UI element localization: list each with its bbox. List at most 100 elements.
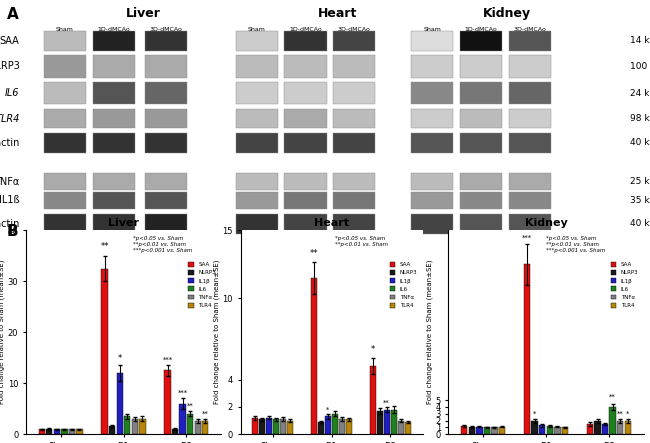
Bar — [285, 31, 326, 51]
Legend: SAA, NLRP3, IL1β, IL6, TNFα, TLR4: SAA, NLRP3, IL1β, IL6, TNFα, TLR4 — [387, 260, 420, 310]
Text: **: ** — [609, 394, 616, 400]
Bar — [252, 418, 258, 434]
Bar — [411, 173, 454, 190]
Bar — [236, 214, 278, 234]
Bar — [44, 31, 86, 51]
Bar — [460, 214, 502, 234]
Bar — [508, 133, 551, 153]
Bar — [346, 419, 352, 434]
Bar — [508, 191, 551, 210]
Text: *: * — [118, 354, 122, 363]
Bar — [285, 191, 326, 210]
Bar — [92, 214, 135, 234]
Bar — [617, 420, 623, 434]
Text: IL1ß: IL1ß — [0, 195, 20, 206]
Bar — [236, 82, 278, 104]
Text: *: * — [626, 411, 629, 417]
Text: 35 kDa: 35 kDa — [630, 196, 650, 205]
Bar — [92, 82, 135, 104]
Bar — [92, 55, 135, 78]
Bar — [44, 214, 86, 234]
Text: *p<0.05 vs. Sham
**p<0.01 vs. Sham
***p<0.001 vs. Sham: *p<0.05 vs. Sham **p<0.01 vs. Sham ***p<… — [133, 237, 192, 253]
Text: 1D-dMCAo: 1D-dMCAo — [289, 27, 322, 31]
Bar — [332, 414, 338, 434]
Bar — [285, 214, 326, 234]
Bar — [236, 191, 278, 210]
Bar — [44, 133, 86, 153]
Y-axis label: Fold change relative to Sham (mean±SE): Fold change relative to Sham (mean±SE) — [213, 260, 220, 404]
Bar — [469, 427, 475, 434]
Bar — [92, 173, 135, 190]
Bar — [311, 278, 317, 434]
Text: TLR4: TLR4 — [0, 113, 20, 124]
Y-axis label: Fold change relative to Sham (mean±SE): Fold change relative to Sham (mean±SE) — [426, 260, 433, 404]
Text: ***: *** — [162, 357, 173, 363]
Text: 25 kDa: 25 kDa — [630, 177, 650, 186]
Bar — [325, 416, 331, 434]
Bar — [44, 191, 86, 210]
Bar — [411, 109, 454, 128]
Text: 100 kDa: 100 kDa — [630, 62, 650, 71]
Y-axis label: Fold change relative to Sham (mean±SE): Fold change relative to Sham (mean±SE) — [0, 260, 5, 404]
Text: **: ** — [617, 411, 623, 417]
Bar — [287, 420, 293, 434]
Bar — [44, 82, 86, 104]
Bar — [491, 427, 498, 434]
Bar — [236, 173, 278, 190]
Text: ßactin: ßactin — [0, 219, 20, 229]
Bar — [61, 429, 68, 434]
Bar — [144, 82, 187, 104]
Bar — [92, 109, 135, 128]
Bar — [266, 418, 272, 434]
Bar — [273, 419, 280, 434]
Bar — [411, 31, 454, 51]
Title: Kidney: Kidney — [525, 218, 567, 228]
Bar — [259, 419, 265, 434]
Bar — [460, 55, 502, 78]
Bar — [109, 427, 116, 434]
Bar — [460, 173, 502, 190]
Text: A: A — [6, 7, 18, 22]
Text: 98 kDa: 98 kDa — [630, 114, 650, 123]
Text: Kidney: Kidney — [483, 7, 531, 19]
Text: IL6: IL6 — [5, 88, 20, 98]
Bar — [285, 109, 326, 128]
Bar — [144, 191, 187, 210]
Text: *: * — [533, 411, 536, 417]
Bar — [411, 214, 454, 234]
Bar — [144, 214, 187, 234]
Bar — [411, 82, 454, 104]
Bar — [333, 82, 376, 104]
Text: *: * — [326, 407, 330, 413]
Bar — [139, 419, 146, 434]
Bar — [411, 55, 454, 78]
Bar — [524, 264, 530, 434]
Text: ßactin: ßactin — [0, 138, 20, 148]
Bar — [131, 419, 138, 434]
Bar — [333, 133, 376, 153]
Bar — [460, 82, 502, 104]
Bar — [179, 404, 186, 434]
Bar — [476, 427, 482, 434]
Text: NLRP3: NLRP3 — [0, 62, 20, 71]
Text: SAA: SAA — [0, 36, 20, 46]
Bar — [411, 191, 454, 210]
Bar — [370, 366, 376, 434]
Bar — [333, 109, 376, 128]
Bar — [532, 420, 538, 434]
Bar — [499, 427, 505, 434]
Bar — [144, 55, 187, 78]
Bar — [460, 109, 502, 128]
Text: **: ** — [384, 400, 390, 406]
Bar — [562, 427, 568, 434]
Text: *p<0.05 vs. Sham
**p<0.01 vs. Sham
***p<0.001 vs. Sham: *p<0.05 vs. Sham **p<0.01 vs. Sham ***p<… — [546, 237, 605, 253]
Bar — [124, 416, 131, 434]
Text: Sham: Sham — [248, 27, 266, 31]
Bar — [236, 55, 278, 78]
Bar — [460, 133, 502, 153]
Bar — [53, 429, 60, 434]
Bar — [144, 109, 187, 128]
Text: 1D-dMCAo: 1D-dMCAo — [98, 27, 130, 31]
Text: *: * — [370, 345, 374, 354]
Bar — [76, 429, 83, 434]
